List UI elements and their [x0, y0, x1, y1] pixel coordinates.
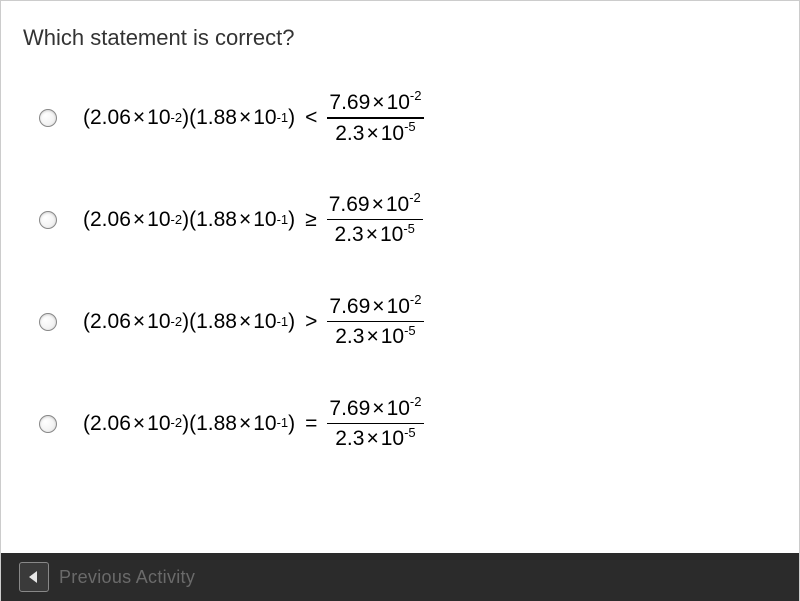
question-page: Which statement is correct? (2.06×10-2)(…	[0, 0, 800, 601]
operator-ge: ≥	[295, 208, 327, 232]
previous-label: Previous Activity	[59, 567, 195, 588]
operator-gt: >	[295, 310, 327, 334]
radio-2[interactable]	[39, 211, 57, 229]
triangle-left-icon	[29, 571, 39, 583]
fraction: 7.69×10-2 2.3×10-5	[327, 293, 423, 351]
option-2-expression: (2.06×10-2)(1.88×10-1) ≥ 7.69×10-2 2.3×1…	[83, 191, 423, 249]
question-area: Which statement is correct? (2.06×10-2)(…	[1, 1, 799, 453]
option-4[interactable]: (2.06×10-2)(1.88×10-1) = 7.69×10-2 2.3×1…	[39, 395, 777, 453]
previous-button[interactable]	[19, 562, 49, 592]
fraction: 7.69×10-2 2.3×10-5	[327, 395, 423, 453]
bottom-bar: Previous Activity	[1, 553, 799, 601]
options-list: (2.06×10-2)(1.88×10-1) < 7.69×10-2 2.3×1…	[23, 89, 777, 453]
option-2[interactable]: (2.06×10-2)(1.88×10-1) ≥ 7.69×10-2 2.3×1…	[39, 191, 777, 249]
operator-eq: =	[295, 412, 327, 436]
fraction: 7.69×10-2 2.3×10-5	[327, 89, 423, 147]
radio-1[interactable]	[39, 109, 57, 127]
question-prompt: Which statement is correct?	[23, 25, 777, 51]
radio-3[interactable]	[39, 313, 57, 331]
radio-4[interactable]	[39, 415, 57, 433]
fraction: 7.69×10-2 2.3×10-5	[327, 191, 423, 249]
option-3-expression: (2.06×10-2)(1.88×10-1) > 7.69×10-2 2.3×1…	[83, 293, 424, 351]
option-1-expression: (2.06×10-2)(1.88×10-1) < 7.69×10-2 2.3×1…	[83, 89, 424, 147]
option-4-expression: (2.06×10-2)(1.88×10-1) = 7.69×10-2 2.3×1…	[83, 395, 424, 453]
option-3[interactable]: (2.06×10-2)(1.88×10-1) > 7.69×10-2 2.3×1…	[39, 293, 777, 351]
operator-lt: <	[295, 106, 327, 130]
option-1[interactable]: (2.06×10-2)(1.88×10-1) < 7.69×10-2 2.3×1…	[39, 89, 777, 147]
